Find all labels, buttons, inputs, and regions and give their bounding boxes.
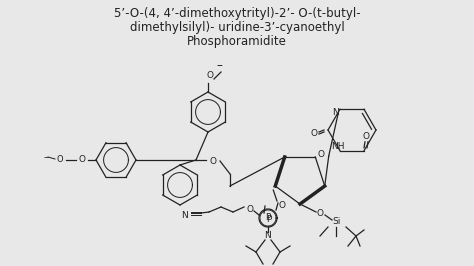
Text: O: O [207,72,213,81]
Text: O: O [318,151,325,159]
Text: O: O [210,156,217,165]
Text: N: N [333,108,339,117]
Text: NH: NH [331,142,345,151]
Text: N: N [264,231,272,240]
Text: O: O [57,155,64,164]
Text: dimethylsilyl)- uridine-3’-cyanoethyl: dimethylsilyl)- uridine-3’-cyanoethyl [129,22,345,35]
Text: O: O [79,156,85,164]
Text: P: P [266,214,272,223]
Text: O: O [317,210,323,218]
Text: N: N [182,210,188,219]
Text: O: O [279,202,285,210]
Text: –: – [216,60,222,73]
Text: Si: Si [333,218,341,227]
Text: P: P [265,214,271,222]
Text: O: O [246,206,254,214]
Text: 5’-O-(4, 4’-dimethoxytrityl)-2’- O-(t-butyl-: 5’-O-(4, 4’-dimethoxytrityl)-2’- O-(t-bu… [114,7,360,20]
Text: O: O [310,128,318,138]
Text: Phosphoramidite: Phosphoramidite [187,35,287,48]
Text: O: O [363,132,370,141]
Text: –: – [44,152,49,162]
